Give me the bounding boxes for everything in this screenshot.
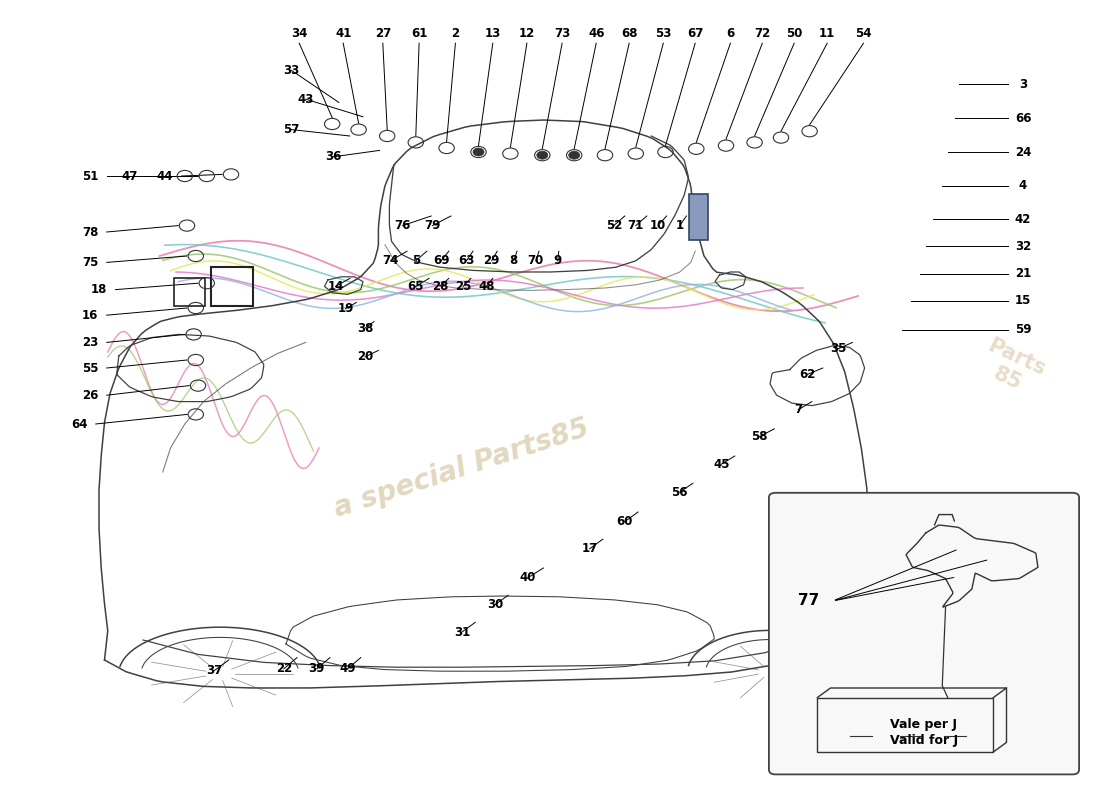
Circle shape	[537, 151, 548, 159]
Text: 5: 5	[411, 254, 420, 267]
Text: 79: 79	[425, 219, 440, 232]
Text: 11: 11	[820, 27, 835, 40]
Text: 55: 55	[81, 362, 99, 374]
Text: 58: 58	[750, 430, 767, 443]
Text: 78: 78	[82, 226, 98, 238]
Bar	[174, 278, 205, 306]
Text: 54: 54	[856, 27, 871, 40]
Text: 62: 62	[800, 368, 815, 381]
Text: 27: 27	[375, 27, 390, 40]
Text: 77: 77	[798, 594, 820, 609]
Bar	[211, 267, 253, 306]
Text: 19: 19	[338, 302, 353, 315]
Text: 45: 45	[713, 458, 730, 470]
Text: 29: 29	[484, 254, 499, 267]
Text: 32: 32	[1015, 240, 1031, 253]
Text: 68: 68	[620, 27, 637, 40]
Text: 23: 23	[82, 336, 98, 349]
Text: 7: 7	[794, 403, 803, 416]
Text: 41: 41	[336, 27, 351, 40]
Text: 69: 69	[433, 254, 450, 267]
Text: 8: 8	[509, 254, 518, 267]
Text: 42: 42	[1015, 213, 1031, 226]
Text: 20: 20	[358, 350, 373, 363]
Text: 38: 38	[358, 322, 373, 334]
Text: Parts
85: Parts 85	[975, 335, 1049, 401]
Text: 51: 51	[82, 170, 98, 182]
Text: 35: 35	[830, 342, 846, 355]
Text: 73: 73	[554, 27, 570, 40]
Text: 50: 50	[786, 27, 802, 40]
Circle shape	[569, 151, 580, 159]
Text: 13: 13	[485, 27, 501, 40]
Text: 17: 17	[582, 542, 597, 555]
Text: 40: 40	[520, 571, 536, 584]
Text: 47: 47	[122, 170, 138, 182]
Text: 6: 6	[726, 27, 735, 40]
Text: 24: 24	[1015, 146, 1031, 158]
Text: 28: 28	[432, 280, 448, 293]
Text: 63: 63	[459, 254, 474, 267]
Circle shape	[947, 570, 967, 584]
Text: 60: 60	[617, 515, 632, 528]
Circle shape	[473, 148, 484, 156]
Text: 71: 71	[628, 219, 643, 232]
Text: 3: 3	[1019, 78, 1027, 90]
Bar	[817, 698, 993, 752]
Text: 9: 9	[553, 254, 562, 267]
Text: 72: 72	[755, 27, 770, 40]
Text: 75: 75	[82, 256, 98, 269]
Text: 25: 25	[455, 280, 471, 293]
Text: 22: 22	[276, 662, 292, 675]
Text: 59: 59	[1014, 323, 1032, 336]
Text: 44: 44	[156, 170, 174, 182]
Text: 64: 64	[70, 418, 87, 430]
Text: 12: 12	[519, 27, 535, 40]
Text: 15: 15	[1015, 294, 1031, 307]
Circle shape	[980, 552, 1000, 566]
Circle shape	[949, 542, 969, 556]
Text: 18: 18	[91, 283, 107, 296]
Text: 65: 65	[407, 280, 425, 293]
Text: 21: 21	[1015, 267, 1031, 280]
Text: 56: 56	[671, 486, 689, 498]
Text: 52: 52	[606, 219, 621, 232]
Text: 48: 48	[477, 280, 495, 293]
Text: 49: 49	[339, 662, 356, 675]
Text: 26: 26	[82, 389, 98, 402]
Text: 16: 16	[82, 309, 98, 322]
Text: 2: 2	[451, 27, 460, 40]
Text: 4: 4	[1019, 179, 1027, 192]
Text: Vale per J
Valid for J: Vale per J Valid for J	[890, 718, 958, 747]
Text: 34: 34	[292, 27, 307, 40]
Text: 67: 67	[688, 27, 703, 40]
Text: 14: 14	[328, 280, 343, 293]
Text: 1: 1	[675, 219, 684, 232]
Text: 10: 10	[650, 219, 666, 232]
Text: 31: 31	[454, 626, 470, 638]
Text: 43: 43	[298, 93, 314, 106]
Text: 36: 36	[326, 150, 341, 163]
Text: 53: 53	[656, 27, 671, 40]
Text: 46: 46	[588, 27, 605, 40]
Text: 70: 70	[528, 254, 543, 267]
Text: 57: 57	[284, 123, 299, 136]
FancyBboxPatch shape	[769, 493, 1079, 774]
Text: 30: 30	[487, 598, 503, 611]
Text: 37: 37	[207, 664, 222, 677]
Text: a special Parts85: a special Parts85	[331, 414, 593, 522]
Text: 39: 39	[309, 662, 324, 675]
Text: 74: 74	[383, 254, 398, 267]
Bar	[689, 194, 708, 240]
Text: 76: 76	[395, 219, 410, 232]
Text: 66: 66	[1014, 112, 1032, 125]
Text: 33: 33	[284, 64, 299, 77]
Text: 61: 61	[411, 27, 427, 40]
